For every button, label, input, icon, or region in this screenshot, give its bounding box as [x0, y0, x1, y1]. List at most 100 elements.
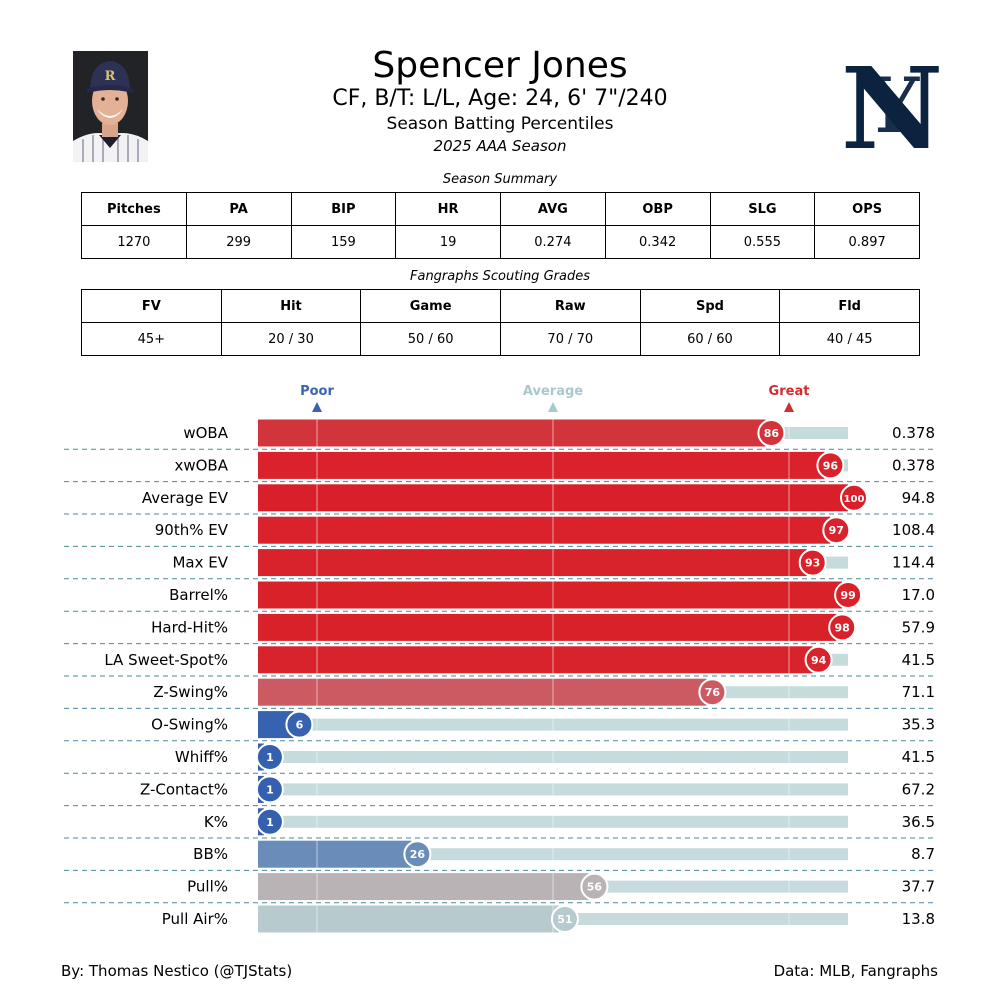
- metric-value: 37.7: [902, 878, 935, 896]
- summary-cell: 1270: [81, 225, 187, 259]
- metric-value: 57.9: [902, 618, 935, 636]
- percentile-circle: [255, 807, 284, 836]
- percentile-circle: [804, 645, 833, 674]
- percentile-bar: [258, 419, 766, 447]
- percentile-bar: [258, 905, 559, 933]
- percentile-circle: [757, 419, 786, 447]
- metric-label: Z-Swing%: [153, 683, 228, 701]
- metric-label: Hard-Hit%: [151, 618, 228, 636]
- grades-header: FV: [81, 289, 222, 323]
- chart-subtitle: Season Batting Percentiles: [386, 114, 614, 134]
- svg-text:Y: Y: [864, 61, 920, 150]
- summary-cell: 19: [395, 225, 501, 259]
- metric-value: 36.5: [902, 813, 935, 831]
- percentile-circle: [285, 710, 314, 739]
- marker-triangle: [312, 402, 322, 412]
- svg-text:N: N: [842, 52, 942, 160]
- percentile-value: 96: [823, 459, 839, 472]
- percentile-circle: [255, 743, 284, 771]
- metric-label: O-Swing%: [151, 716, 228, 734]
- percentile-circle: [698, 678, 727, 707]
- grades-cell: 45+: [81, 322, 222, 356]
- metric-value: 114.4: [892, 554, 935, 572]
- percentile-bar: [258, 581, 843, 609]
- percentile-circle: [816, 451, 845, 480]
- metric-label: xwOBA: [174, 456, 228, 474]
- percentile-bar: [258, 646, 813, 674]
- player-photo: R: [73, 51, 148, 162]
- season-summary-table: Pitches PA BIP HR AVG OBP SLG OPS 1270 2…: [81, 192, 920, 259]
- percentile-bar: [258, 678, 707, 706]
- marker-triangle: [548, 402, 558, 412]
- svg-text:R: R: [105, 69, 116, 84]
- summary-header: HR: [395, 192, 501, 226]
- metric-value: 108.4: [892, 521, 935, 539]
- team-logo: N Y: [841, 44, 943, 175]
- percentile-value: 76: [705, 686, 721, 699]
- percentile-circle: [828, 613, 857, 642]
- grades-header: Hit: [220, 289, 362, 323]
- summary-header: OBP: [604, 192, 711, 226]
- percentile-bar: [258, 549, 807, 577]
- percentile-circle: [255, 775, 284, 804]
- summary-cell: 0.897: [814, 225, 920, 259]
- metric-value: 35.3: [902, 716, 935, 734]
- grades-cell: 50 / 60: [360, 322, 501, 356]
- metric-value: 0.378: [892, 424, 935, 442]
- metric-label: K%: [204, 813, 228, 831]
- summary-header: BIP: [290, 192, 397, 226]
- metric-value: 41.5: [902, 651, 935, 669]
- grades-header: Raw: [499, 289, 641, 323]
- metric-value: 71.1: [902, 683, 935, 701]
- summary-header: SLG: [709, 192, 816, 226]
- footer-credit: By: Thomas Nestico (@TJStats): [61, 962, 293, 980]
- marker-label: Poor: [300, 384, 334, 399]
- percentile-bar: [258, 840, 412, 868]
- percentile-value: 94: [811, 654, 827, 667]
- percentile-value: 97: [829, 524, 844, 537]
- summary-cell: 159: [290, 225, 397, 259]
- metric-label: BB%: [193, 845, 228, 863]
- percentile-circle: [798, 548, 827, 577]
- metric-label: LA Sweet-Spot%: [104, 651, 228, 669]
- marker-triangle: [784, 402, 794, 412]
- metric-value: 13.8: [902, 910, 935, 928]
- season-label: 2025 AAA Season: [433, 137, 567, 155]
- percentile-circle: [403, 840, 432, 869]
- percentile-bar: [258, 613, 837, 641]
- grades-cell: 40 / 45: [779, 322, 920, 356]
- percentile-value: 6: [296, 719, 304, 732]
- metric-label: Pull Air%: [162, 910, 228, 928]
- percentile-value: 26: [410, 848, 426, 861]
- metric-value: 8.7: [911, 845, 935, 863]
- percentile-value: 1: [266, 816, 274, 829]
- metric-label: Average EV: [142, 489, 229, 507]
- metric-label: Max EV: [172, 554, 228, 572]
- percentile-value: 99: [840, 589, 855, 602]
- player-name: Spencer Jones: [372, 45, 628, 86]
- metric-label: 90th% EV: [155, 521, 229, 539]
- metric-value: 41.5: [902, 748, 935, 766]
- metric-value: 67.2: [902, 780, 935, 798]
- percentile-circle: [834, 581, 863, 609]
- metric-value: 17.0: [902, 586, 935, 604]
- summary-cell: 299: [185, 225, 292, 259]
- summary-cell: 0.555: [709, 225, 816, 259]
- metric-label: Barrel%: [169, 586, 228, 604]
- grades-header: Fld: [779, 289, 920, 323]
- metric-value: 94.8: [902, 489, 935, 507]
- percentile-value: 100: [844, 494, 865, 505]
- summary-cell: 0.342: [604, 225, 711, 259]
- percentile-circle: [580, 872, 609, 901]
- percentile-circle: [550, 905, 579, 933]
- percentile-value: 1: [266, 783, 274, 796]
- percentile-value: 51: [557, 913, 572, 926]
- summary-title: Season Summary: [442, 172, 558, 187]
- percentile-value: 1: [266, 751, 274, 764]
- metric-label: Z-Contact%: [140, 780, 228, 798]
- footer-source: Data: MLB, Fangraphs: [773, 962, 938, 980]
- grades-cell: 70 / 70: [499, 322, 641, 356]
- grades-cell: 20 / 30: [220, 322, 362, 356]
- summary-cell: 0.274: [500, 225, 606, 259]
